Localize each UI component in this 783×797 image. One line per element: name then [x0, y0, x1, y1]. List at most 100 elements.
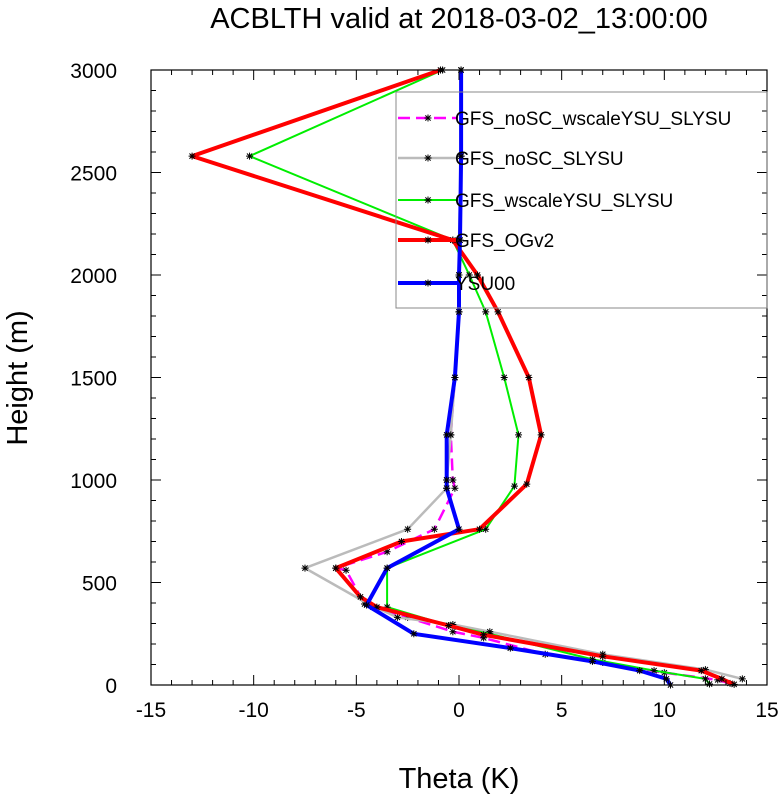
data-point-marker: [356, 593, 364, 601]
data-point-marker: [430, 525, 438, 533]
data-point-marker: [465, 271, 473, 279]
data-point-marker: [476, 525, 484, 533]
tick-labels-group: -15 -10 -5 0 5 10 15 0 500 1000 1500 2000 2500 3000: [70, 60, 778, 722]
data-point-marker: [455, 271, 463, 279]
data-point-marker: [599, 652, 607, 660]
data-point-marker: [515, 431, 523, 439]
data-point-marker: [363, 601, 371, 609]
data-point-marker: [449, 476, 457, 484]
legend-marker: [424, 279, 432, 287]
data-point-marker: [383, 603, 391, 611]
legend-label: GFS_OGv2: [455, 231, 554, 252]
y-tick-label: 1500: [70, 368, 117, 391]
y-tick-label: 0: [105, 675, 117, 698]
data-point-marker: [650, 667, 658, 675]
data-point-marker: [455, 525, 463, 533]
legend: GFS_noSC_wscaleYSU_SLYSU GFS_noSC_SLYSU GF…: [395, 91, 768, 309]
data-point-marker: [730, 680, 738, 688]
x-tick-label: 0: [453, 699, 465, 722]
data-point-marker: [398, 538, 406, 545]
data-point-marker: [537, 431, 545, 439]
y-tick-label: 1000: [70, 470, 117, 493]
data-point-marker: [301, 564, 309, 572]
x-tick-label: -5: [347, 699, 366, 722]
data-point-marker: [523, 480, 531, 488]
data-point-marker: [445, 622, 453, 630]
legend-marker: [424, 154, 432, 162]
legend-item: GFS_noSC_wscaleYSU_SLYSU: [398, 109, 731, 130]
data-point-marker: [662, 675, 670, 683]
data-point-marker: [510, 482, 518, 490]
data-point-marker: [393, 613, 401, 621]
plot-series-group: [188, 66, 746, 689]
data-point-marker: [342, 566, 350, 574]
legend-label: GFS_noSC_SLYSU: [455, 149, 624, 170]
data-point-marker: [451, 374, 459, 381]
data-point-marker: [718, 675, 726, 683]
legend-item: YSU00: [398, 274, 515, 295]
data-point-marker: [449, 628, 457, 636]
data-point-marker: [383, 564, 391, 572]
data-point-marker: [494, 308, 502, 316]
legend-box: [395, 91, 768, 309]
plot-frame: [150, 69, 768, 686]
data-point-marker: [447, 431, 455, 439]
data-point-marker: [480, 631, 488, 639]
data-point-marker: [482, 525, 490, 533]
x-tick-label: -15: [136, 699, 166, 722]
x-tick-label: -10: [238, 699, 268, 722]
data-point-marker: [443, 476, 451, 484]
data-point-marker: [451, 484, 459, 492]
data-point-marker: [706, 680, 714, 688]
series-5: [363, 66, 674, 689]
x-tick-label: 10: [653, 699, 676, 722]
x-tick-label: 15: [755, 699, 778, 722]
data-point-marker: [246, 152, 254, 160]
y-axis-label: Height (m): [2, 310, 34, 445]
data-point-marker: [443, 484, 451, 492]
data-point-marker: [404, 525, 412, 533]
y-tick-label: 500: [82, 573, 117, 596]
legend-item: GFS_noSC_SLYSU: [398, 149, 624, 170]
data-point-marker: [332, 564, 340, 572]
data-point-marker: [701, 675, 709, 683]
data-point-marker: [473, 271, 481, 279]
x-tick-label: 5: [556, 699, 568, 722]
data-point-marker: [500, 374, 508, 381]
data-point-marker: [588, 657, 596, 665]
data-point-marker: [361, 600, 369, 608]
data-point-marker: [449, 621, 457, 629]
data-point-marker: [457, 152, 465, 160]
data-point-marker: [486, 630, 494, 638]
chart-title: ACBLTH valid at 2018-03-02_13:00:00: [210, 3, 708, 35]
y-tick-label: 2500: [70, 163, 117, 186]
data-point-marker: [373, 603, 381, 611]
data-point-marker: [456, 236, 464, 244]
data-point-marker: [701, 666, 709, 674]
data-point-marker: [525, 374, 533, 381]
legend-item: GFS_OGv2: [398, 231, 554, 252]
data-point-marker: [636, 667, 644, 675]
legend-item: GFS_wscaleYSU_SLYSU: [398, 191, 673, 212]
data-point-marker: [738, 675, 746, 683]
legend-label: GFS_wscaleYSU_SLYSU: [455, 191, 673, 212]
data-point-marker: [714, 676, 722, 684]
data-point-marker: [188, 152, 196, 160]
data-point-marker: [455, 308, 463, 316]
data-point-marker: [443, 431, 451, 439]
y-tick-label: 2000: [70, 265, 117, 288]
series-line: [364, 70, 673, 687]
legend-marker: [424, 114, 432, 122]
y-tick-label: 3000: [70, 60, 117, 83]
legend-label: GFS_noSC_wscaleYSU_SLYSU: [455, 109, 731, 130]
data-point-marker: [482, 308, 490, 316]
data-point-marker: [697, 667, 705, 675]
data-point-marker: [410, 630, 418, 638]
legend-label: YSU00: [455, 274, 515, 295]
legend-marker: [424, 236, 432, 244]
data-point-marker: [404, 613, 412, 621]
x-axis-label: Theta (K): [399, 763, 520, 795]
data-point-marker: [506, 644, 514, 652]
data-point-marker: [383, 548, 391, 556]
